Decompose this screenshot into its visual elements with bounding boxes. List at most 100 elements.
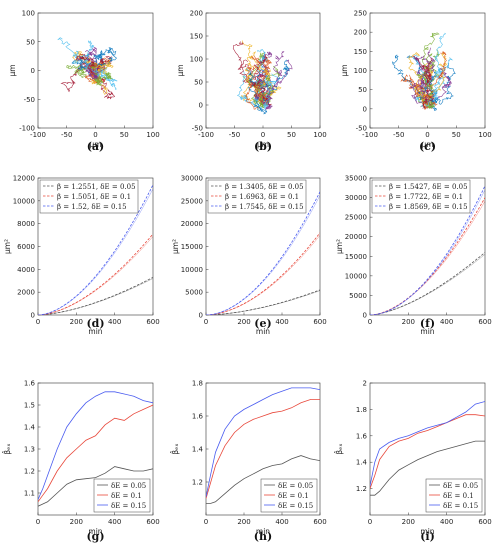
trajectory <box>87 70 118 84</box>
panel-caption: (f) <box>420 317 435 330</box>
y-tick-label: 30000 <box>345 194 367 202</box>
y-tick-label: 15000 <box>345 253 367 261</box>
series-line <box>38 466 153 507</box>
x-tick-label: 400 <box>275 518 288 526</box>
y-tick-label: 10000 <box>181 266 203 274</box>
trajectory <box>262 73 280 111</box>
series-fit <box>370 189 485 315</box>
x-tick-label: 50 <box>120 131 129 139</box>
panel-caption: (h) <box>254 530 272 543</box>
legend: δE = 0.05 δE = 0.1 δE = 0.15 <box>260 478 318 513</box>
x-tick-label: 400 <box>108 318 121 326</box>
trajectory <box>245 55 262 110</box>
y-tick-label: 8000 <box>17 220 35 228</box>
legend-box <box>425 478 483 513</box>
trajectory <box>259 65 280 109</box>
y-tick-label: 2 <box>363 380 367 388</box>
plot-area <box>38 184 153 315</box>
trajectory <box>422 58 435 108</box>
x-tick-label: 600 <box>146 318 159 326</box>
legend-entry: β = 1.3405, δE = 0.05 <box>225 183 304 191</box>
x-tick-label: 0 <box>204 318 208 326</box>
panel-caption: (i) <box>420 530 435 543</box>
plot-area <box>206 191 320 315</box>
series-line <box>370 440 485 496</box>
x-tick-label: -100 <box>198 131 214 139</box>
x-axis-label: min <box>420 327 434 336</box>
y-tick-label: 4000 <box>17 266 35 274</box>
y-axis-label: μm² <box>171 239 180 254</box>
x-tick-label: 50 <box>452 131 461 139</box>
y-axis-label: μm <box>176 64 185 76</box>
legend: β = 1.2551, δE = 0.05 β = 1.5051, δE = 0.… <box>39 179 139 214</box>
x-tick-label: 200 <box>70 318 83 326</box>
trajectory <box>241 62 261 111</box>
panel-caption: (g) <box>86 530 104 543</box>
y-tick-label: 50 <box>358 86 367 94</box>
legend-entry: δE = 0.1 <box>443 492 474 500</box>
trajectory <box>424 53 441 106</box>
y-tick-label: 5000 <box>349 292 367 300</box>
legend-entry: δE = 0.15 <box>443 502 478 510</box>
y-tick-label: 1.5 <box>24 402 35 410</box>
y-tick-label: 1.3 <box>24 446 35 454</box>
x-tick-label: 600 <box>146 518 159 526</box>
panel-caption: (c) <box>419 140 436 153</box>
y-tick-label: 150 <box>354 48 367 56</box>
x-tick-label: 200 <box>237 318 250 326</box>
trajectory <box>87 65 106 80</box>
plot-area <box>232 40 293 115</box>
trajectory <box>425 32 447 107</box>
y-axis-label: β̂ₑₓ <box>3 443 12 454</box>
panel-d: 0 200 400 600020004000600080001000012000min… <box>3 175 160 337</box>
trajectory <box>60 60 93 93</box>
plot-frame <box>369 382 486 516</box>
plot-area <box>391 32 456 111</box>
series-line <box>370 414 485 489</box>
legend-entry: β = 1.7722, δE = 0.1 <box>389 193 463 201</box>
y-tick-label: 0 <box>199 312 203 320</box>
panel-g: 0 200 400 600 1.1 1.2 1.3 1.4 1.5 1.6 min β̂ₑₓ (g) δE… <box>3 380 160 544</box>
legend-box <box>93 478 151 513</box>
trajectory <box>250 78 266 109</box>
x-tick-label: 100 <box>146 131 159 139</box>
x-tick-label: 0 <box>36 318 40 326</box>
y-tick-label: 100 <box>190 56 203 64</box>
y-tick-label: 15000 <box>181 243 203 251</box>
series-line <box>206 387 320 497</box>
trajectory <box>416 73 436 109</box>
x-tick-label: 200 <box>402 318 415 326</box>
y-tick-label: 0 <box>199 102 203 110</box>
trajectory <box>417 47 436 104</box>
plot-area <box>206 387 320 504</box>
x-axis-label: min <box>420 527 434 536</box>
x-tick-label: 600 <box>313 518 326 526</box>
series-fit <box>38 188 153 315</box>
x-tick-label: -50 <box>61 131 72 139</box>
panel-caption: (e) <box>254 317 271 330</box>
panel-caption: (b) <box>254 140 272 153</box>
series-line <box>38 391 153 500</box>
y-axis-label: μm² <box>3 239 12 254</box>
y-tick-label: 1.8 <box>192 380 203 388</box>
series-line <box>370 401 485 487</box>
legend: δE = 0.05 δE = 0.1 δE = 0.15 <box>93 478 151 513</box>
x-tick-label: 600 <box>313 318 326 326</box>
trajectory <box>241 40 270 103</box>
y-axis-label: μm <box>340 64 349 76</box>
series-line <box>38 404 153 503</box>
y-tick-label: 1.6 <box>356 432 368 440</box>
legend-entry: δE = 0.05 <box>111 482 146 490</box>
y-tick-label: 100 <box>22 10 35 18</box>
series-fit <box>38 278 153 315</box>
panel-h: 0 200 400 600 1.2 1.4 1.6 1.8 min β̂ₑₓ (h) δE = 0.0… <box>171 380 327 544</box>
y-tick-label: -50 <box>192 125 203 133</box>
y-axis-label: μm <box>8 64 17 76</box>
y-tick-label: 1.2 <box>192 479 203 487</box>
series-line <box>206 232 320 315</box>
x-axis-label: μm <box>421 140 433 149</box>
x-tick-label: 50 <box>287 131 296 139</box>
